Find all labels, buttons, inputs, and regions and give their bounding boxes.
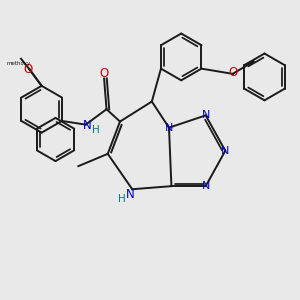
Text: N: N [165, 123, 173, 133]
Text: N: N [126, 188, 135, 201]
Text: methoxy: methoxy [7, 61, 31, 66]
Text: N: N [202, 110, 210, 120]
Text: H: H [92, 125, 100, 135]
Text: H: H [118, 194, 126, 204]
Text: N: N [221, 146, 230, 156]
Text: O: O [23, 63, 32, 76]
Text: N: N [202, 181, 210, 191]
Text: N: N [83, 119, 92, 132]
Text: O: O [100, 67, 109, 80]
Text: O: O [229, 66, 238, 79]
